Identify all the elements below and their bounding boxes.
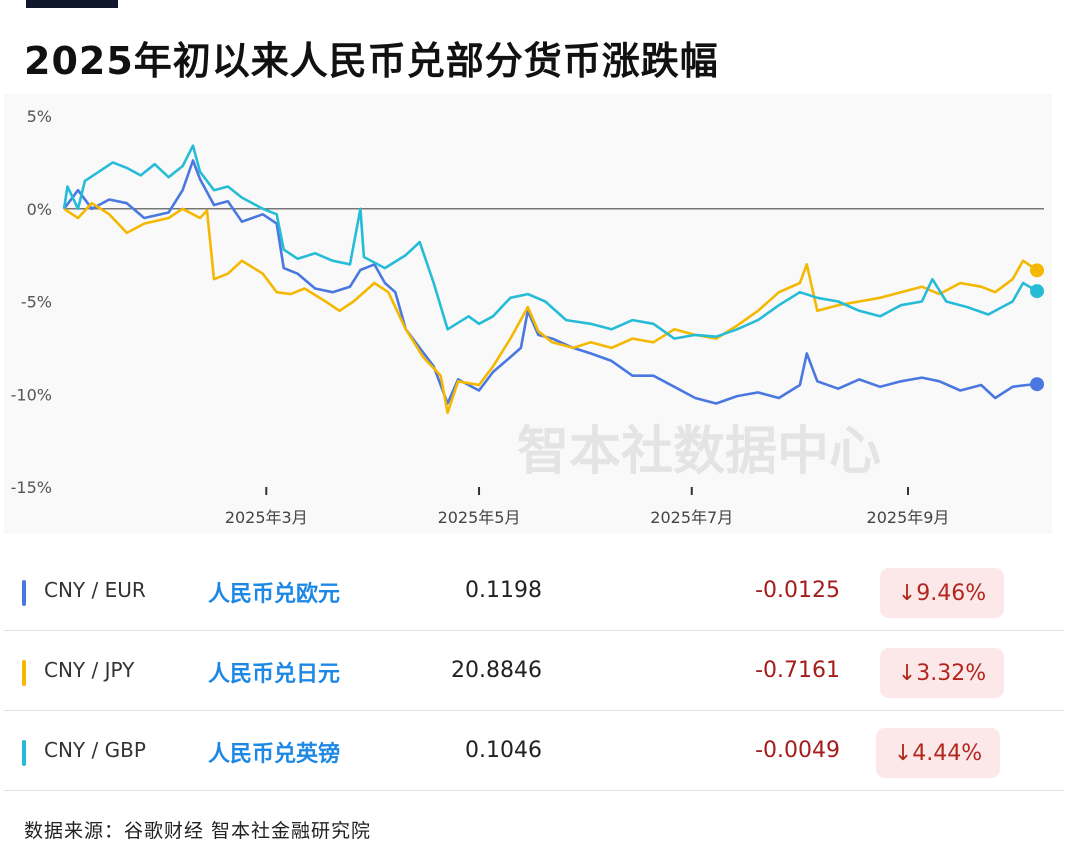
series-line: [62, 144, 1038, 340]
y-tick-label: 0%: [27, 200, 52, 219]
table-row: CNY / GBP 人民币兑英镑 0.1046 -0.0049 ↓4.44%: [4, 712, 1064, 791]
pair-name-cn[interactable]: 人民币兑欧元: [208, 582, 341, 607]
y-tick-label: 5%: [27, 107, 52, 126]
line-chart: 智本社数据中心 5% 0% -5% -10% -15% 2025年3月 2025年5月 2025…: [11, 107, 1045, 527]
x-tick-label: 2025年5月: [438, 508, 521, 527]
y-tick-label: -10%: [11, 385, 52, 404]
page-title: 2025年初以来人民币兑部分货币涨跌幅: [24, 39, 719, 83]
rate-change: -0.7161: [755, 658, 840, 683]
x-tick-label: 2025年9月: [867, 508, 950, 527]
series-line: [63, 201, 1038, 415]
y-tick-label: -5%: [21, 293, 52, 312]
percent-change-badge: ↓4.44%: [876, 728, 1000, 778]
rate-change: -0.0125: [755, 578, 840, 603]
exchange-rate: 0.1198: [465, 578, 542, 603]
series-end-point: [1030, 263, 1045, 278]
currency-pair: CNY / EUR: [44, 578, 146, 602]
percent-change-badge: ↓3.32%: [880, 648, 1004, 698]
series-color-bar: [22, 660, 26, 686]
watermark-text: 智本社数据中心: [517, 422, 881, 482]
currency-pair: CNY / GBP: [44, 738, 146, 762]
exchange-rate: 20.8846: [451, 658, 542, 683]
x-tick-label: 2025年3月: [225, 508, 308, 527]
top-accent-bar: [26, 0, 118, 8]
exchange-rate: 0.1046: [465, 738, 542, 763]
series-line: [62, 159, 1038, 405]
percent-change-badge: ↓9.46%: [880, 568, 1004, 618]
data-source-note: 数据来源：谷歌财经 智本社金融研究院: [24, 820, 372, 842]
series-end-point: [1030, 377, 1045, 392]
pair-name-cn[interactable]: 人民币兑日元: [208, 662, 341, 687]
y-tick-label: -15%: [11, 478, 52, 497]
series-end-point: [1030, 284, 1045, 299]
table-row: CNY / JPY 人民币兑日元 20.8846 -0.7161 ↓3.32%: [4, 632, 1064, 711]
rate-change: -0.0049: [755, 738, 840, 763]
currency-pair: CNY / JPY: [44, 658, 135, 682]
pair-name-cn[interactable]: 人民币兑英镑: [208, 742, 341, 767]
table-row: CNY / EUR 人民币兑欧元 0.1198 -0.0125 ↓9.46%: [4, 552, 1064, 631]
chart-panel: 智本社数据中心 5% 0% -5% -10% -15% 2025年3月 2025年5月 2025…: [4, 94, 1052, 534]
series-color-bar: [22, 580, 26, 606]
series-color-bar: [22, 740, 26, 766]
x-tick-label: 2025年7月: [650, 508, 733, 527]
